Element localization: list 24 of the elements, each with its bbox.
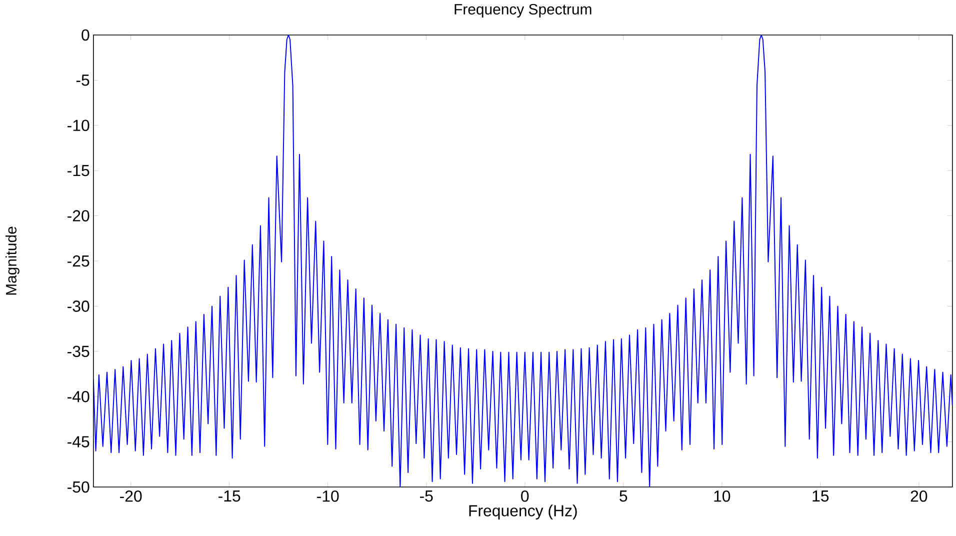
line-series xyxy=(93,35,952,487)
x-tick-label: -15 xyxy=(218,490,240,502)
x-tick-label: -10 xyxy=(317,490,339,502)
chart-title: Frequency Spectrum xyxy=(454,4,592,18)
y-tick-label: -20 xyxy=(68,210,90,222)
x-tick-label: 5 xyxy=(620,490,628,502)
x-tick-label: 15 xyxy=(812,490,829,502)
x-tick-label: 0 xyxy=(521,490,529,502)
x-tick-label: 10 xyxy=(714,490,730,502)
y-tick-label: -40 xyxy=(68,390,90,402)
y-tick-label: -5 xyxy=(76,74,90,86)
y-tick-label: -50 xyxy=(68,481,90,493)
x-axis-title: Frequency (Hz) xyxy=(469,504,577,520)
y-tick-label: -35 xyxy=(68,346,90,358)
y-tick-label: -15 xyxy=(68,165,90,176)
y-tick-label: 0 xyxy=(82,29,90,41)
y-tick-label: -30 xyxy=(68,300,90,312)
x-tick-label: -20 xyxy=(120,490,142,502)
y-tick-label: -45 xyxy=(68,436,90,448)
x-tick-label: 20 xyxy=(910,490,928,502)
y-axis-title: Magnitude xyxy=(6,226,20,295)
y-tick-label: -25 xyxy=(68,255,90,267)
x-tick-label: -5 xyxy=(420,490,433,502)
y-tick-label: -10 xyxy=(68,120,90,132)
